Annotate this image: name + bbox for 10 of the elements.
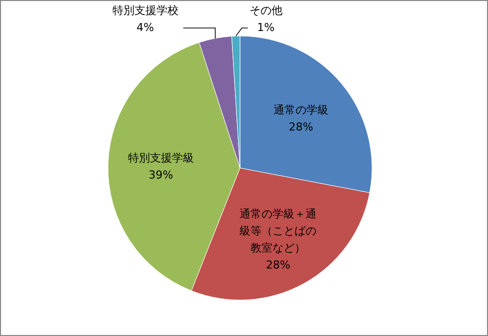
data-label: 1% xyxy=(257,21,275,34)
slice-label: その他 xyxy=(249,4,282,17)
slice-label: 特別支援学校 xyxy=(112,4,178,17)
slice-label: 通常の学級＋通級等（ことばの教室など） xyxy=(240,207,317,254)
slice-label: 通常の学級 xyxy=(274,104,329,117)
slice-label: 特別支援学級 xyxy=(128,152,194,165)
data-label: 4% xyxy=(136,21,154,34)
data-label: 28% xyxy=(288,120,314,134)
data-label: 28% xyxy=(266,258,290,272)
data-label: 39% xyxy=(148,168,174,182)
